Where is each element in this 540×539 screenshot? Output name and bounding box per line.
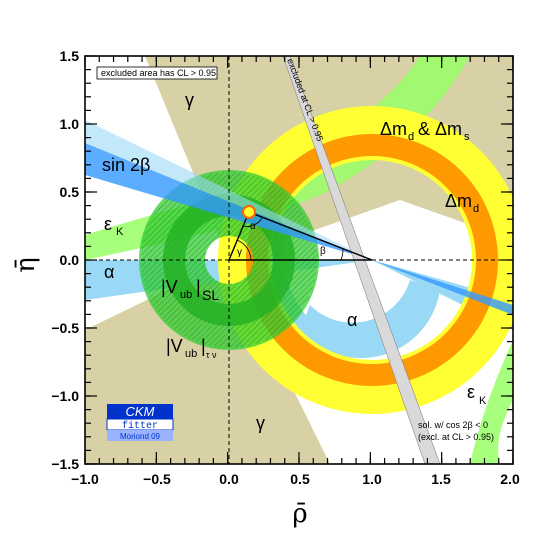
vub-taunu-main: |V — [166, 336, 183, 356]
y-tick-label: 1.0 — [60, 116, 80, 132]
epsK-right-main: ε — [467, 382, 475, 402]
vub-taunu-sub2: τ ν — [206, 350, 217, 360]
y-tick-label: −1.0 — [51, 388, 79, 404]
ckmfitter-logo: CKM fitter Moriond 09 — [106, 404, 174, 441]
note-line-1: sol. w/ cos 2β < 0 — [418, 420, 488, 430]
vub-taunu-sub: ub — [185, 348, 197, 360]
label-gamma-bottom: γ — [256, 413, 265, 433]
dmd-dms-main: Δm — [380, 119, 407, 139]
logo-top-bar — [107, 404, 173, 419]
vub-sl-sub: ub — [180, 289, 192, 301]
dmd-dms-amp: & — [418, 119, 430, 139]
angle-gamma-arc — [236, 239, 252, 261]
y-tick-label: −1.5 — [51, 456, 79, 472]
x-tick-label: 2.0 — [500, 471, 520, 487]
dmd-sub: d — [473, 203, 479, 215]
label-beta-angle: β — [320, 246, 326, 257]
x-tick-label: −1.0 — [71, 471, 99, 487]
x-tick-label: 1.5 — [431, 471, 451, 487]
label-vub-taunu: |V ub | τ ν — [166, 336, 217, 360]
logo-fitter-text: fitter — [122, 420, 158, 432]
x-tick-labels: −1.0 −0.5 0.0 0.5 1.0 1.5 2.0 — [71, 471, 520, 487]
label-dmd-dms: Δm d & Δm s — [380, 119, 470, 143]
label-gamma-top: γ — [185, 90, 194, 110]
vub-sl-main: |V — [161, 277, 178, 297]
logo-ckm-text: CKM — [126, 404, 155, 419]
y-tick-label: 1.5 — [60, 48, 80, 64]
dmd-main: Δm — [445, 191, 472, 211]
label-gamma-angle: γ — [237, 247, 242, 258]
plot-area — [85, 56, 513, 464]
legend-box — [96, 66, 218, 80]
y-axis-label: η̄ — [11, 257, 41, 273]
x-tick-label: 0.5 — [290, 471, 310, 487]
unitarity-triangle — [227, 211, 373, 261]
y-tick-label: −0.5 — [51, 320, 79, 336]
logo-moriond-text: Moriond 09 — [120, 432, 161, 441]
epsK-right-sub: K — [479, 395, 487, 407]
x-tick-label: −0.5 — [143, 471, 171, 487]
label-vub-sl: |V ub | SL — [161, 277, 219, 303]
gamma-region-upper — [145, 56, 330, 260]
label-alpha-angle: α — [250, 221, 256, 232]
angle-beta-arc — [340, 248, 344, 261]
label-epsK-left: ε K — [104, 214, 124, 238]
label-epsK-right: ε K — [467, 382, 487, 407]
label-sin2beta: sin 2β — [102, 155, 150, 175]
epsK-left-main: ε — [104, 214, 112, 234]
angle-alpha-arc — [241, 217, 263, 227]
x-axis-label: ρ̄ — [292, 499, 307, 529]
epsK-band-lower — [470, 340, 513, 464]
alpha-region-arc-low — [300, 280, 440, 359]
vub-taunu-tail: | — [201, 336, 206, 356]
x-tick-label: 1.0 — [362, 471, 382, 487]
apex-region — [242, 205, 256, 219]
logo-bottom-bar — [107, 430, 173, 441]
legend-box-text: excluded area has CL > 0.95 — [101, 68, 216, 78]
axis-ticks — [84, 55, 514, 465]
epsK-left-sub: K — [116, 226, 124, 238]
dmd-dms-second: Δm — [435, 119, 462, 139]
sin2beta-band-mirror — [372, 260, 513, 315]
y-tick-label: 0.5 — [60, 184, 80, 200]
dmd-dms-sub1: d — [408, 131, 414, 143]
label-dmd: Δm d — [445, 191, 479, 215]
note-line-2: (excl. at CL > 0.95) — [418, 432, 494, 442]
x-tick-label: 0.0 — [219, 471, 239, 487]
vub-sl-sub2: SL — [202, 287, 219, 303]
label-alpha-left: α — [104, 262, 114, 282]
dmd-dms-sub2: s — [464, 131, 470, 143]
y-tick-labels: −1.5 −1.0 −0.5 0.0 0.5 1.0 1.5 — [51, 48, 79, 472]
y-tick-label: 0.0 — [60, 252, 80, 268]
vub-sl-tail: | — [196, 277, 201, 297]
label-alpha-right: α — [347, 310, 357, 330]
